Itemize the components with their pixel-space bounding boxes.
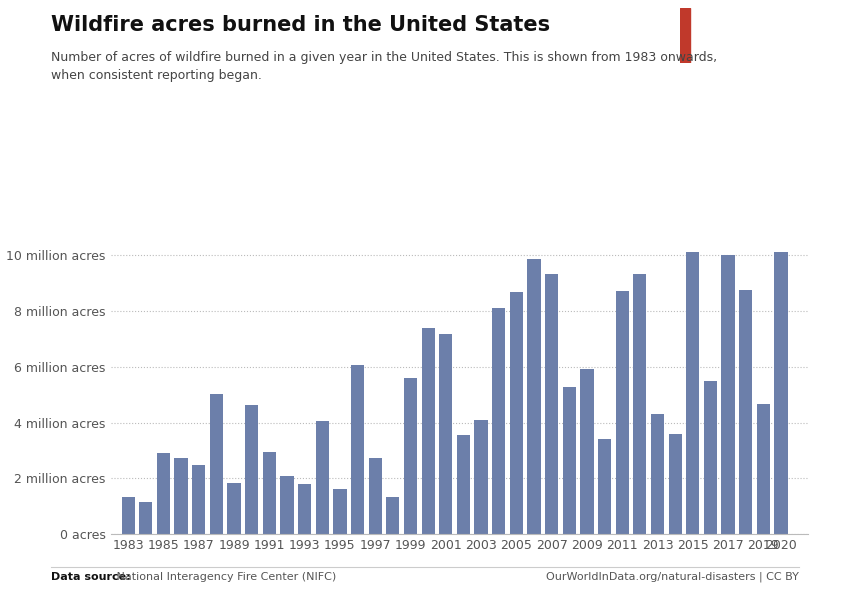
Bar	[122, 497, 135, 534]
Bar	[545, 274, 558, 534]
Bar	[139, 502, 152, 534]
Bar	[510, 292, 523, 534]
Bar	[474, 420, 488, 534]
Bar	[280, 476, 293, 534]
Bar	[192, 465, 206, 534]
Bar	[633, 274, 647, 534]
Bar	[774, 252, 788, 534]
Bar	[245, 406, 258, 534]
Bar	[651, 413, 664, 534]
Bar	[680, 8, 690, 63]
Bar	[351, 365, 364, 534]
Bar	[615, 292, 629, 534]
Bar	[210, 394, 223, 534]
Text: Number of acres of wildfire burned in a given year in the United States. This is: Number of acres of wildfire burned in a …	[51, 51, 717, 82]
Bar	[756, 404, 770, 534]
Bar	[598, 439, 611, 534]
Bar	[156, 453, 170, 534]
Text: in Data: in Data	[725, 43, 768, 53]
Bar	[563, 386, 576, 534]
Text: Data source:: Data source:	[51, 572, 131, 582]
Bar	[686, 252, 700, 534]
Bar	[527, 259, 541, 534]
Bar	[422, 328, 434, 534]
Bar	[228, 483, 241, 534]
Text: National Interagency Fire Center (NIFC): National Interagency Fire Center (NIFC)	[113, 572, 337, 582]
Text: Wildfire acres burned in the United States: Wildfire acres burned in the United Stat…	[51, 15, 550, 35]
Text: OurWorldInData.org/natural-disasters | CC BY: OurWorldInData.org/natural-disasters | C…	[546, 571, 799, 582]
Bar	[581, 370, 593, 534]
Bar	[669, 434, 682, 534]
Bar	[263, 452, 276, 534]
Bar	[492, 308, 505, 534]
Bar	[333, 490, 347, 534]
Bar	[386, 497, 400, 534]
Bar	[298, 484, 311, 534]
Bar	[174, 458, 188, 534]
Bar	[439, 334, 452, 534]
Bar	[722, 254, 734, 534]
Bar	[315, 421, 329, 534]
Text: Our World: Our World	[717, 20, 776, 31]
Bar	[740, 290, 752, 534]
Bar	[456, 434, 470, 534]
Bar	[704, 380, 717, 534]
Bar	[369, 458, 382, 534]
Bar	[404, 378, 417, 534]
